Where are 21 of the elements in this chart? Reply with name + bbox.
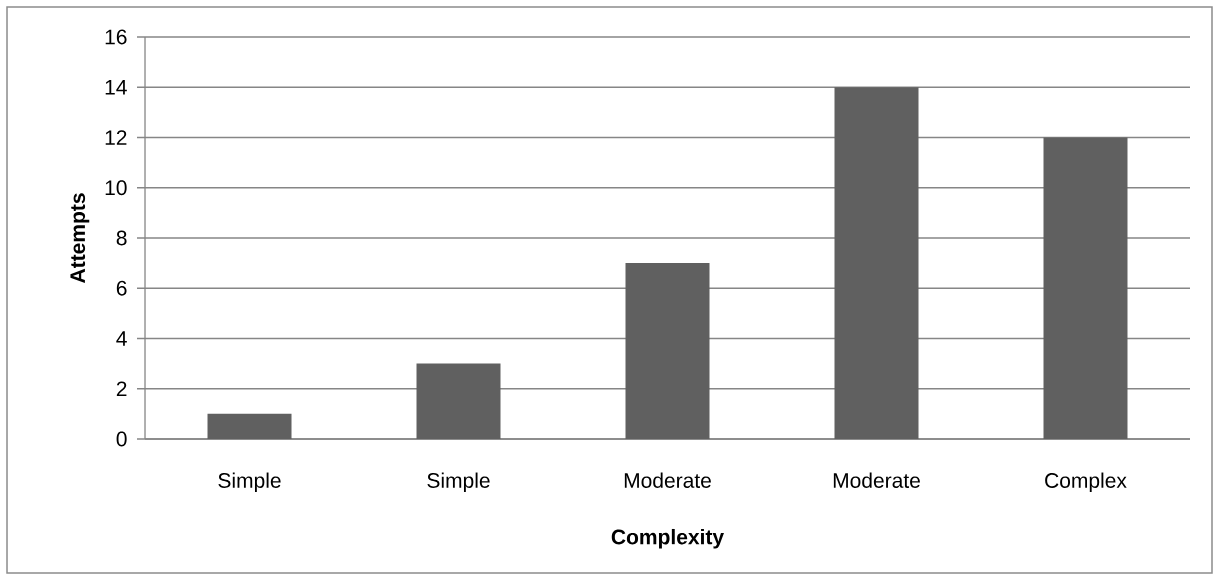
x-tick-label: Moderate: [833, 472, 920, 488]
y-tick-label: 14: [105, 80, 127, 95]
y-tick-label: 6: [116, 280, 127, 296]
y-tick-label: 12: [105, 130, 127, 145]
bar: [416, 363, 501, 439]
bar: [207, 413, 292, 439]
x-tick-label: Simple: [218, 472, 281, 493]
y-tick-label: 0: [116, 431, 127, 447]
bar: [834, 87, 919, 439]
x-tick-label: Moderate: [624, 472, 711, 488]
bar: [1043, 137, 1128, 439]
y-tick-label: 2: [116, 381, 127, 397]
x-axis-title: Complexity: [611, 528, 724, 549]
y-tick-label: 16: [105, 29, 127, 45]
x-tick-label: Complex: [1045, 472, 1127, 493]
y-tick-label: 8: [116, 230, 127, 246]
x-tick-label: Simple: [427, 472, 490, 493]
y-tick-label: 4: [116, 331, 127, 346]
y-axis-title: Attempts: [70, 193, 90, 283]
bar: [625, 263, 710, 439]
y-tick-label: 10: [105, 180, 127, 196]
